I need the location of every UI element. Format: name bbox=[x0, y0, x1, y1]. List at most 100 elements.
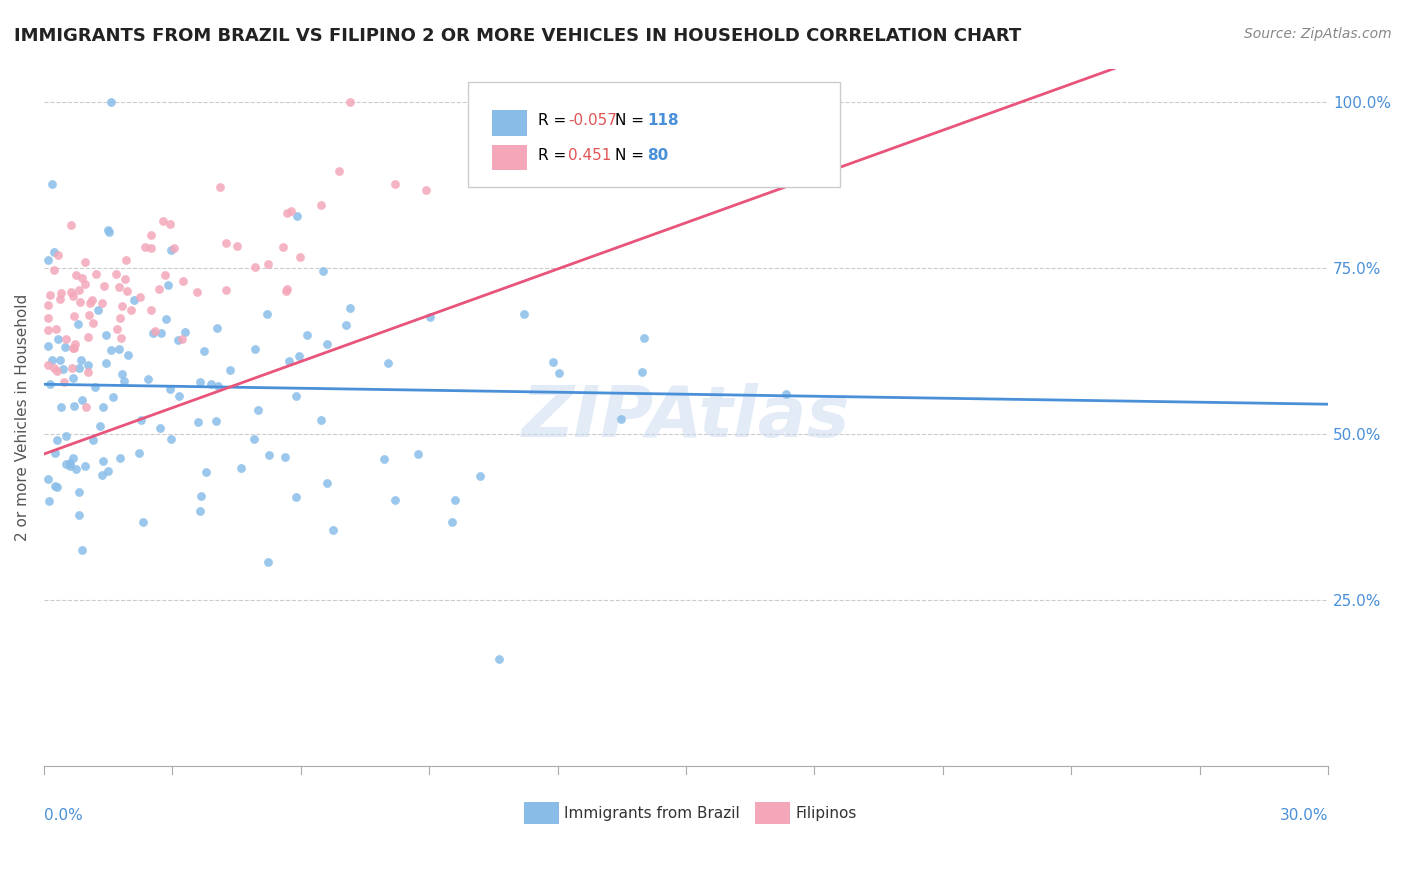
Point bbox=[152, 214, 174, 228]
Point bbox=[70, 352, 93, 367]
Point bbox=[53, 375, 76, 389]
Point bbox=[62, 341, 84, 355]
FancyBboxPatch shape bbox=[755, 802, 790, 824]
Text: 80: 80 bbox=[648, 148, 669, 163]
Point bbox=[41, 177, 63, 191]
Point bbox=[160, 243, 183, 257]
Point bbox=[44, 446, 66, 460]
Point bbox=[46, 433, 69, 447]
Point bbox=[63, 399, 86, 413]
Point bbox=[62, 289, 84, 303]
Point bbox=[108, 450, 131, 465]
FancyBboxPatch shape bbox=[492, 145, 527, 170]
Point bbox=[285, 209, 308, 223]
Point bbox=[231, 461, 253, 475]
Point bbox=[128, 446, 150, 460]
Point bbox=[70, 271, 93, 285]
Point bbox=[49, 285, 72, 300]
Point bbox=[59, 456, 82, 470]
Point bbox=[84, 268, 107, 282]
Point bbox=[187, 415, 209, 429]
Point bbox=[87, 303, 110, 318]
Point bbox=[207, 379, 229, 393]
Text: Filipinos: Filipinos bbox=[796, 805, 856, 821]
Point bbox=[633, 331, 655, 345]
Point bbox=[44, 245, 66, 260]
Point bbox=[440, 515, 463, 529]
Point bbox=[73, 459, 96, 474]
Point bbox=[55, 332, 77, 346]
Text: IMMIGRANTS FROM BRAZIL VS FILIPINO 2 OR MORE VEHICLES IN HOUSEHOLD CORRELATION C: IMMIGRANTS FROM BRAZIL VS FILIPINO 2 OR … bbox=[14, 27, 1021, 45]
Point bbox=[112, 374, 135, 388]
Point bbox=[373, 452, 395, 467]
Point bbox=[259, 448, 281, 462]
FancyBboxPatch shape bbox=[524, 802, 558, 824]
Point bbox=[55, 457, 77, 471]
Point bbox=[328, 164, 350, 178]
Point bbox=[132, 515, 155, 529]
Point bbox=[204, 414, 226, 428]
Point bbox=[108, 342, 131, 356]
FancyBboxPatch shape bbox=[492, 110, 527, 136]
Point bbox=[243, 342, 266, 356]
Point bbox=[418, 310, 440, 324]
Point bbox=[243, 432, 266, 446]
Point bbox=[115, 284, 138, 298]
Text: 30.0%: 30.0% bbox=[1279, 808, 1329, 823]
Point bbox=[153, 268, 176, 283]
Point bbox=[77, 366, 100, 380]
Point bbox=[141, 241, 163, 255]
Point bbox=[335, 318, 357, 332]
Point bbox=[51, 400, 73, 414]
Point bbox=[114, 272, 136, 286]
Point bbox=[156, 277, 179, 292]
Point bbox=[100, 343, 122, 358]
Point bbox=[94, 328, 117, 343]
Point bbox=[280, 203, 302, 218]
Point bbox=[205, 320, 228, 334]
Point bbox=[226, 239, 249, 253]
Text: N =: N = bbox=[616, 148, 650, 163]
Point bbox=[59, 458, 82, 473]
Text: 0.451: 0.451 bbox=[568, 148, 612, 163]
Point bbox=[111, 299, 134, 313]
Point bbox=[193, 343, 215, 358]
Point bbox=[277, 353, 299, 368]
Point bbox=[69, 295, 91, 310]
Text: N =: N = bbox=[616, 113, 650, 128]
Point bbox=[631, 365, 654, 379]
Point bbox=[541, 355, 564, 369]
Point bbox=[82, 433, 104, 447]
Point bbox=[70, 542, 93, 557]
Point bbox=[159, 382, 181, 396]
Point bbox=[155, 311, 177, 326]
Point bbox=[44, 361, 66, 376]
Point bbox=[65, 462, 87, 476]
Point bbox=[610, 411, 633, 425]
Point bbox=[42, 262, 65, 277]
Point bbox=[62, 450, 84, 465]
Point bbox=[775, 387, 797, 401]
Point bbox=[48, 352, 70, 367]
Point bbox=[513, 308, 536, 322]
Point bbox=[276, 282, 298, 296]
Point bbox=[243, 260, 266, 274]
Point bbox=[215, 235, 238, 250]
Text: R =: R = bbox=[538, 148, 571, 163]
Point bbox=[37, 339, 59, 353]
Point bbox=[311, 413, 333, 427]
Point bbox=[55, 429, 77, 443]
Point bbox=[209, 180, 232, 194]
Point bbox=[188, 504, 211, 518]
Point bbox=[100, 95, 122, 109]
Point bbox=[548, 366, 571, 380]
Text: Source: ZipAtlas.com: Source: ZipAtlas.com bbox=[1244, 27, 1392, 41]
Point bbox=[406, 447, 429, 461]
Point bbox=[37, 472, 59, 486]
Point bbox=[129, 413, 152, 427]
Point bbox=[46, 480, 69, 494]
Y-axis label: 2 or more Vehicles in Household: 2 or more Vehicles in Household bbox=[15, 293, 30, 541]
Point bbox=[107, 279, 129, 293]
Point bbox=[62, 341, 84, 355]
Point bbox=[84, 380, 107, 394]
